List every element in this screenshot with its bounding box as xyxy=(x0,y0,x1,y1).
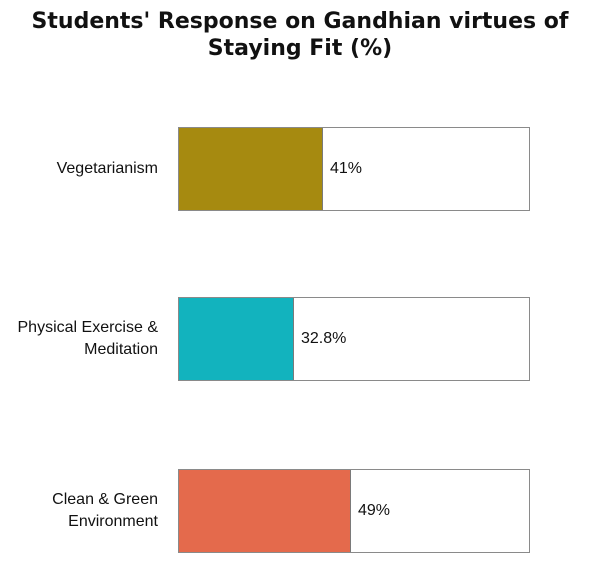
category-label-line: Physical Exercise & xyxy=(17,319,159,336)
value-label: 49% xyxy=(358,502,391,519)
bar xyxy=(179,470,351,552)
bar xyxy=(179,298,294,380)
chart-title-line-2: Staying Fit (%) xyxy=(207,36,393,61)
chart-title-line-1: Students' Response on Gandhian virtues o… xyxy=(31,9,569,34)
category-label: Physical Exercise & Meditation xyxy=(0,297,159,381)
chart-title: Students' Response on Gandhian virtues o… xyxy=(0,8,600,62)
category-label-line: Environment xyxy=(68,513,158,530)
category-label-line: Meditation xyxy=(84,341,158,358)
bar-track xyxy=(178,297,530,381)
bar-row: Physical Exercise & Meditation 32.8% xyxy=(0,297,600,381)
bar-track xyxy=(178,469,530,553)
category-label-line: Vegetarianism xyxy=(56,160,158,177)
category-label: Clean & Green Environment xyxy=(0,469,158,553)
value-label: 32.8% xyxy=(301,330,347,347)
bar-row: Vegetarianism 41% xyxy=(0,127,600,211)
category-label-line: Clean & Green xyxy=(52,491,158,508)
category-label: Vegetarianism xyxy=(0,127,158,211)
bar xyxy=(179,128,323,210)
bar-track xyxy=(178,127,530,211)
bar-row: Clean & Green Environment 49% xyxy=(0,469,600,553)
value-label: 41% xyxy=(330,160,363,177)
